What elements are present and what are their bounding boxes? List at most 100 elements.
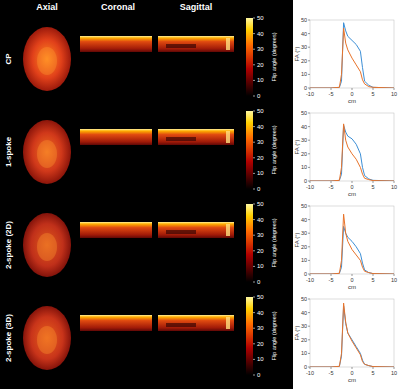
row-label: CP (4, 53, 13, 65)
axial-map (23, 120, 71, 184)
sagittal-map (158, 315, 234, 331)
x-tick-label: 5 (371, 370, 374, 376)
column-header: Sagittal (180, 2, 213, 12)
colorbar-tick-label: 30 (257, 139, 264, 145)
y-tick-label: 30 (301, 44, 307, 50)
colorbar-tick (253, 375, 255, 376)
y-tick-label: 50 (301, 17, 307, 23)
x-axis-label: cm (348, 98, 356, 104)
colorbar-tick-label: 10 (257, 170, 264, 176)
sagittal-map (158, 129, 234, 145)
x-tick-label: -10 (306, 184, 314, 190)
y-tick (308, 113, 310, 114)
row-label: 1-spoke (4, 136, 13, 167)
x-tick-label: -5 (329, 277, 334, 283)
x-tick (352, 88, 353, 90)
colorbar-tick (253, 297, 255, 298)
x-tick-label: -5 (329, 91, 334, 97)
colorbar-tick (253, 173, 255, 174)
line-chart: 01020304050-10-50510cmFA (°) (294, 110, 397, 197)
x-tick (310, 274, 311, 276)
x-axis-label: cm (348, 284, 356, 290)
y-tick-label: 30 (301, 323, 307, 329)
sagittal-map-detail (226, 224, 230, 236)
x-tick (394, 274, 395, 276)
x-tick (310, 367, 311, 369)
y-tick-label: 50 (301, 296, 307, 302)
y-tick (308, 339, 310, 340)
colorbar-tick-label: 20 (257, 248, 264, 254)
y-tick (308, 326, 310, 327)
y-tick (308, 299, 310, 300)
colorbar-tick (253, 250, 255, 251)
image-panel (0, 0, 293, 389)
colorbar-tick (253, 111, 255, 112)
x-tick (352, 367, 353, 369)
y-tick (308, 153, 310, 154)
y-axis-label: FA (°) (294, 232, 300, 247)
x-tick (352, 181, 353, 183)
y-tick (308, 312, 310, 313)
y-tick (308, 219, 310, 220)
colorbar-tick-label: 10 (257, 263, 264, 269)
colorbar-tick-label: 0 (257, 186, 261, 192)
x-tick-label: -10 (306, 370, 314, 376)
x-tick-label: 10 (391, 370, 397, 376)
colorbar-tick-label: 0 (257, 372, 261, 378)
line-chart: 01020304050-10-50510cmFA (°) (294, 17, 397, 104)
x-tick (331, 181, 332, 183)
colorbar-tick (253, 18, 255, 19)
plot-frame (310, 113, 394, 181)
y-tick (308, 167, 310, 168)
sagittal-map-detail (166, 323, 196, 327)
colorbar-tick-label: 40 (257, 124, 264, 130)
sagittal-map (158, 36, 234, 52)
plot-frame (310, 299, 394, 367)
colorbar-tick (253, 343, 255, 344)
y-tick (308, 74, 310, 75)
axial-map (23, 213, 71, 277)
colorbar-label: Flip angle (degrees) (271, 32, 277, 81)
colorbar-tick (253, 359, 255, 360)
colorbar-tick-label: 50 (257, 108, 264, 114)
x-tick-label: -5 (329, 370, 334, 376)
sagittal-map-detail (226, 131, 230, 143)
y-tick (308, 260, 310, 261)
x-tick (373, 181, 374, 183)
x-tick-label: -10 (306, 91, 314, 97)
colorbar-tick-label: 30 (257, 46, 264, 52)
colorbar-tick-label: 10 (257, 356, 264, 362)
colorbar-tick (253, 235, 255, 236)
sagittal-map-detail (166, 137, 196, 141)
plot-area (310, 303, 394, 367)
colorbar-tick-label: 10 (257, 77, 264, 83)
y-tick-label: 20 (301, 58, 307, 64)
colorbar-tick-label: 30 (257, 232, 264, 238)
colorbar-tick-label: 0 (257, 93, 261, 99)
sagittal-map-detail (166, 230, 196, 234)
axial-map-center (37, 233, 57, 261)
series-line (310, 306, 394, 367)
plot-frame (310, 20, 394, 88)
y-axis-label: FA (°) (294, 325, 300, 340)
y-tick-label: 20 (301, 244, 307, 250)
axial-map-center (37, 326, 57, 354)
y-tick-label: 10 (301, 257, 307, 263)
y-tick-label: 50 (301, 203, 307, 209)
x-tick (331, 274, 332, 276)
colorbar-tick-label: 40 (257, 310, 264, 316)
x-tick (373, 367, 374, 369)
plot-frame (310, 206, 394, 274)
x-tick (373, 274, 374, 276)
y-tick-label: 40 (301, 124, 307, 130)
x-tick (394, 181, 395, 183)
y-tick (308, 246, 310, 247)
x-tick-label: 5 (371, 91, 374, 97)
colorbar-tick (253, 282, 255, 283)
y-tick-label: 10 (301, 164, 307, 170)
y-tick (308, 126, 310, 127)
colorbar-tick-label: 40 (257, 31, 264, 37)
colorbar-tick (253, 126, 255, 127)
y-tick (308, 353, 310, 354)
y-tick (308, 33, 310, 34)
